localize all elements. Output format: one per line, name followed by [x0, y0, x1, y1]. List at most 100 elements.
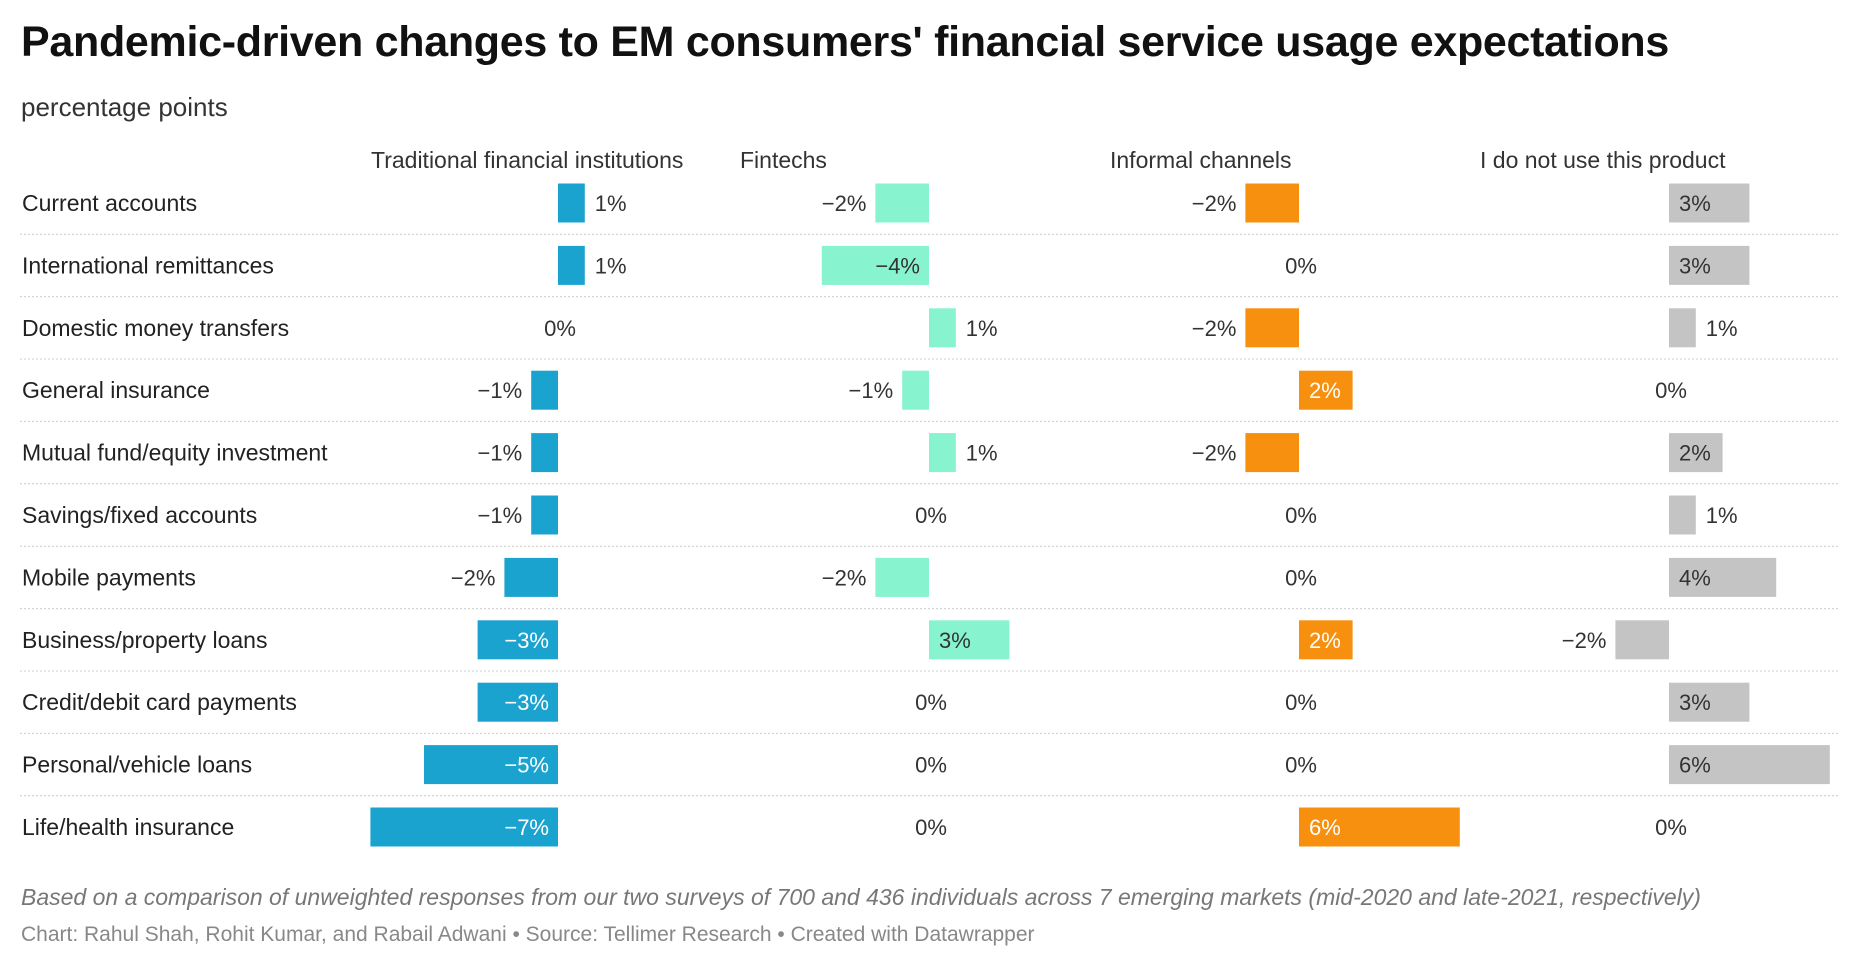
data-label: 1%	[966, 441, 998, 466]
bar	[929, 620, 1010, 660]
data-label: 0%	[1285, 690, 1317, 715]
data-label: 3%	[1679, 253, 1711, 278]
bar	[1669, 433, 1723, 473]
bar	[821, 245, 929, 285]
data-label: −5%	[504, 753, 549, 778]
data-label: −4%	[875, 253, 920, 278]
bar	[1669, 183, 1750, 223]
data-label: 1%	[595, 191, 627, 216]
row-label: Personal/vehicle loans	[22, 752, 252, 778]
row-label: International remittances	[22, 252, 274, 278]
credits-separator: •	[771, 923, 791, 946]
row-label: Business/property loans	[22, 627, 267, 653]
bar	[1669, 308, 1696, 348]
row-label: Credit/debit card payments	[22, 689, 297, 715]
data-label: −3%	[504, 628, 549, 653]
row-label: Current accounts	[22, 190, 197, 216]
row-label: Savings/fixed accounts	[22, 502, 257, 528]
bar	[1669, 245, 1750, 285]
data-label: 6%	[1309, 815, 1341, 840]
data-label: 1%	[1706, 316, 1738, 341]
data-label: 1%	[1706, 503, 1738, 528]
bar	[370, 807, 558, 847]
data-label: 0%	[1655, 815, 1687, 840]
data-label: 2%	[1679, 441, 1711, 466]
chart-subtitle: percentage points	[21, 92, 228, 122]
bar	[1299, 370, 1353, 410]
column-header: Fintechs	[740, 147, 827, 173]
data-label: 0%	[1285, 565, 1317, 590]
data-label: −1%	[478, 441, 523, 466]
data-label: −3%	[504, 690, 549, 715]
bar	[1299, 620, 1353, 660]
column-header: Traditional financial institutions	[371, 147, 683, 173]
data-label: 0%	[1285, 253, 1317, 278]
bar	[1299, 807, 1460, 847]
bar	[875, 183, 929, 223]
data-label: −1%	[478, 503, 523, 528]
bar	[504, 557, 558, 597]
data-label: 3%	[1679, 690, 1711, 715]
bar	[1245, 183, 1299, 223]
data-label: 1%	[595, 253, 627, 278]
bar	[875, 557, 929, 597]
row-label: Domestic money transfers	[22, 315, 289, 341]
data-label: −2%	[1192, 316, 1237, 341]
row-label: General insurance	[22, 377, 210, 403]
data-label: 0%	[915, 753, 947, 778]
row-label: Life/health insurance	[22, 814, 234, 840]
data-label: −2%	[822, 191, 867, 216]
bar	[558, 183, 585, 223]
bar	[477, 682, 558, 722]
data-label: −1%	[849, 378, 894, 403]
bar	[902, 370, 929, 410]
bar	[558, 245, 585, 285]
bar	[424, 745, 558, 785]
data-label: 0%	[544, 316, 576, 341]
data-label: 6%	[1679, 753, 1711, 778]
data-label: 0%	[1285, 753, 1317, 778]
data-label: 2%	[1309, 628, 1341, 653]
data-label: 0%	[915, 690, 947, 715]
data-label: 3%	[1679, 191, 1711, 216]
chart-title: Pandemic-driven changes to EM consumers'…	[21, 18, 1670, 66]
data-label: −2%	[451, 565, 496, 590]
bar	[1669, 495, 1696, 535]
bar	[1669, 745, 1830, 785]
bar	[531, 495, 558, 535]
bar	[1669, 557, 1777, 597]
credits-source: Source: Tellimer Research	[525, 923, 772, 946]
bar	[929, 308, 956, 348]
row-label: Mobile payments	[22, 564, 196, 590]
column-header: Informal channels	[1110, 147, 1292, 173]
bar	[477, 620, 558, 660]
bar	[1245, 433, 1299, 473]
data-label: 4%	[1679, 565, 1711, 590]
data-label: −2%	[1192, 191, 1237, 216]
bar	[531, 370, 558, 410]
data-label: 0%	[915, 503, 947, 528]
data-label: −2%	[1562, 628, 1607, 653]
data-label: 2%	[1309, 378, 1341, 403]
data-label: −2%	[822, 565, 867, 590]
data-label: −1%	[478, 378, 523, 403]
chart-note: Based on a comparison of unweighted resp…	[21, 884, 1701, 910]
bar	[929, 433, 956, 473]
row-label: Mutual fund/equity investment	[22, 440, 328, 466]
credits-created: Created with Datawrapper	[790, 923, 1035, 946]
data-label: 3%	[939, 628, 971, 653]
bar	[1245, 308, 1299, 348]
bar	[531, 433, 558, 473]
credits-chart: Chart: Rahul Shah, Rohit Kumar, and Raba…	[21, 923, 507, 946]
data-label: −7%	[504, 815, 549, 840]
data-label: 1%	[966, 316, 998, 341]
data-label: −2%	[1192, 441, 1237, 466]
column-header: I do not use this product	[1480, 147, 1726, 173]
chart-credits: Chart: Rahul Shah, Rohit Kumar, and Raba…	[21, 923, 1035, 947]
data-label: 0%	[915, 815, 947, 840]
bar	[1669, 682, 1750, 722]
credits-separator: •	[506, 923, 526, 946]
chart-area: Traditional financial institutions Fintec…	[20, 147, 1838, 847]
bar	[1615, 620, 1669, 660]
data-label: 0%	[1655, 378, 1687, 403]
